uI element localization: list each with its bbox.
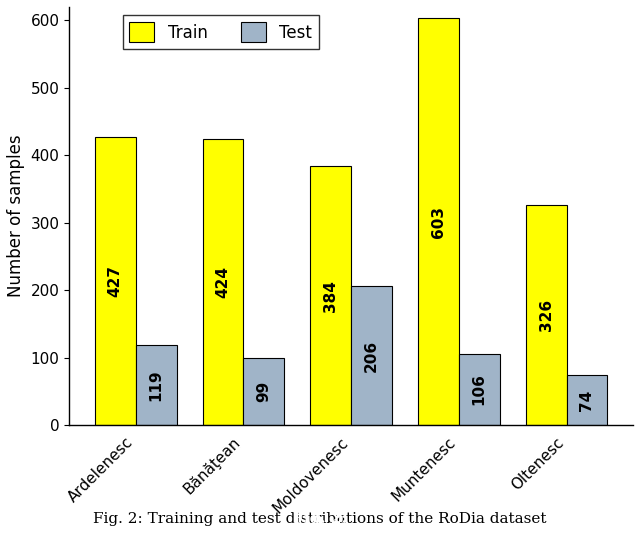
Bar: [243, 358, 284, 425]
Text: 427: 427: [108, 265, 123, 297]
Bar: [525, 205, 566, 425]
Text: 603: 603: [431, 206, 446, 238]
Text: 424: 424: [216, 266, 230, 298]
Text: Fig. 2:: Fig. 2:: [293, 512, 347, 526]
Text: 384: 384: [323, 280, 338, 312]
Text: Fig. 2: Training and test distributions of the RoDia dataset: Fig. 2: Training and test distributions …: [93, 512, 547, 526]
Y-axis label: Number of samples: Number of samples: [7, 135, 25, 298]
Bar: [566, 375, 607, 425]
Text: 206: 206: [364, 340, 379, 372]
Text: 74: 74: [579, 390, 595, 411]
Legend: Train, Test: Train, Test: [123, 15, 319, 49]
Bar: [95, 137, 136, 425]
Bar: [310, 166, 351, 425]
Bar: [202, 139, 243, 425]
Text: 326: 326: [538, 299, 554, 331]
Text: 119: 119: [148, 369, 164, 401]
Bar: [459, 354, 500, 425]
Bar: [418, 19, 459, 425]
Bar: [351, 286, 392, 425]
Bar: [136, 345, 177, 425]
Text: 106: 106: [472, 373, 487, 405]
Text: 99: 99: [257, 381, 271, 402]
